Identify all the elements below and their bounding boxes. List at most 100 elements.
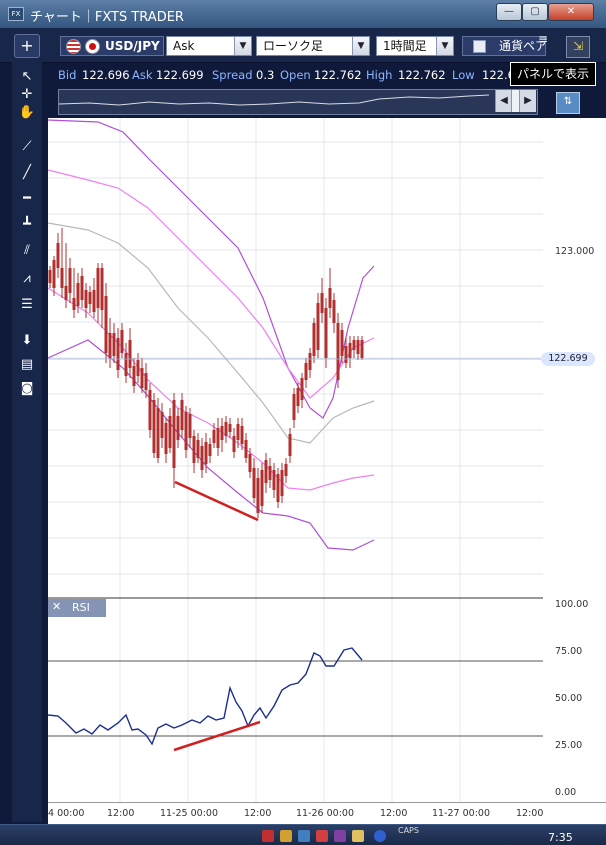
clock: 7:35	[548, 831, 573, 844]
candlesticks	[48, 228, 364, 518]
candlestick	[108, 333, 112, 358]
candlestick	[196, 440, 200, 458]
candlestick	[356, 340, 360, 354]
camera-icon[interactable]: ◙	[20, 381, 34, 396]
timeframe-value: 1時間足	[383, 39, 427, 53]
candlestick	[56, 243, 60, 268]
chart-type-select[interactable]: ローソク足 ▼	[256, 36, 370, 56]
candlestick	[232, 436, 236, 452]
candlestick	[112, 333, 116, 356]
candlestick	[64, 286, 68, 300]
rsi-tick-25: 25.00	[555, 740, 583, 751]
candlestick	[316, 303, 320, 350]
minimize-button[interactable]: —	[496, 3, 522, 21]
timeline-left-button[interactable]: ◀	[495, 90, 512, 112]
trendline-icon[interactable]: ⟋	[22, 139, 32, 154]
price-axis[interactable]: 123.000 122.699 100.00 75.00 50.00 25.00…	[541, 118, 606, 802]
candlestick	[272, 470, 276, 490]
tray-app-icon[interactable]	[280, 830, 292, 842]
timeline-right-button[interactable]: ▶	[519, 90, 536, 112]
candlestick	[212, 430, 216, 443]
candlestick	[296, 388, 300, 406]
tray-app-icon[interactable]	[262, 830, 274, 842]
rsi-label: RSI	[72, 601, 90, 614]
caps-lock-indicator: CAPS	[398, 826, 419, 835]
chevron-down-icon: ▼	[436, 37, 453, 55]
horizontal-line-icon[interactable]: ━	[23, 191, 31, 206]
candlestick	[256, 478, 260, 513]
candlestick	[172, 400, 176, 468]
fan-icon[interactable]: ⩘	[23, 271, 31, 286]
candlestick	[180, 400, 184, 430]
menu-icon[interactable]: ≡	[538, 32, 549, 46]
add-chart-button[interactable]: +	[14, 34, 40, 58]
upper-inner-band	[48, 169, 375, 399]
candlestick	[204, 442, 208, 464]
app-icon: FX	[8, 7, 24, 21]
tray-app-icon[interactable]	[352, 830, 364, 842]
line-icon[interactable]: ╱	[23, 165, 31, 180]
close-button[interactable]: ✕	[548, 3, 594, 21]
bid-label: Bid	[58, 68, 77, 82]
download-icon[interactable]: ⬇	[21, 333, 33, 348]
candlestick	[220, 426, 224, 440]
rsi-divergence-line	[173, 720, 261, 752]
candlestick	[328, 288, 332, 308]
candlestick	[280, 470, 284, 496]
rsi-tick-50: 50.00	[555, 693, 583, 704]
high-label: High	[366, 68, 393, 82]
hand-icon[interactable]: ✋	[18, 105, 36, 120]
rsi-close-button[interactable]: ✕	[52, 600, 62, 613]
currency-pair-panel-toggle[interactable]: 通貨ペア	[462, 36, 546, 56]
time-label: 11-25 00:00	[160, 808, 219, 819]
candlestick	[276, 474, 280, 502]
candlestick	[208, 444, 212, 456]
maximize-button[interactable]: ▢	[522, 3, 548, 21]
time-label: 11-27 00:00	[432, 808, 491, 819]
candlestick	[184, 412, 188, 450]
tray-app-icon[interactable]	[316, 830, 328, 842]
price-side-value: Ask	[173, 39, 195, 53]
zoom-fit-icon[interactable]: ⇅	[556, 92, 580, 114]
panel-toggle-button[interactable]: ⇲	[566, 36, 590, 58]
chevron-down-icon: ▼	[234, 37, 251, 55]
currency-pair-checkbox[interactable]	[473, 40, 486, 53]
candlestick	[228, 424, 232, 432]
fibonacci-icon[interactable]: ☰	[21, 297, 33, 312]
taskbar: CAPS 7:35	[0, 824, 606, 845]
time-label: 12:00	[244, 808, 272, 819]
timeframe-select[interactable]: 1時間足 ▼	[376, 36, 454, 56]
time-label: 4 00:00	[48, 808, 85, 819]
help-icon[interactable]	[374, 830, 386, 842]
price-side-select[interactable]: Ask ▼	[166, 36, 252, 56]
cursor-icon[interactable]: ↖	[21, 69, 33, 84]
timeline-overview[interactable]: ◀ ▶	[58, 89, 538, 115]
channel-icon[interactable]: ⫽	[24, 243, 30, 258]
tray-app-icon[interactable]	[334, 830, 346, 842]
candlestick	[136, 360, 140, 376]
chart-type-value: ローソク足	[263, 39, 324, 53]
candlestick	[344, 346, 348, 363]
spread-label: Spread	[212, 68, 253, 82]
candlestick	[88, 292, 92, 304]
symbol-selector[interactable]: USD/JPY	[60, 36, 164, 56]
candlestick	[148, 390, 152, 430]
candlestick	[76, 283, 80, 306]
tray-app-icon[interactable]	[298, 830, 310, 842]
candlestick	[240, 426, 244, 444]
candlestick	[168, 416, 172, 448]
candlestick	[260, 470, 264, 506]
panel-tooltip: パネルで表示	[510, 62, 596, 86]
candlestick	[52, 260, 56, 288]
chevron-down-icon: ▼	[352, 37, 369, 55]
bid-value: 122.696	[82, 68, 130, 82]
candlestick	[176, 416, 180, 440]
vertical-line-icon[interactable]: ┻	[23, 217, 31, 232]
candlestick	[80, 276, 84, 300]
chart-area[interactable]	[48, 118, 543, 802]
time-axis: 4 00:00 12:00 11-25 00:00 12:00 11-26 00…	[48, 802, 606, 825]
list-icon[interactable]: ▤	[20, 357, 34, 372]
crosshair-icon[interactable]: ✛	[21, 87, 33, 102]
currency-pair-label: 通貨ペア	[499, 39, 546, 53]
lower-band	[48, 339, 375, 551]
